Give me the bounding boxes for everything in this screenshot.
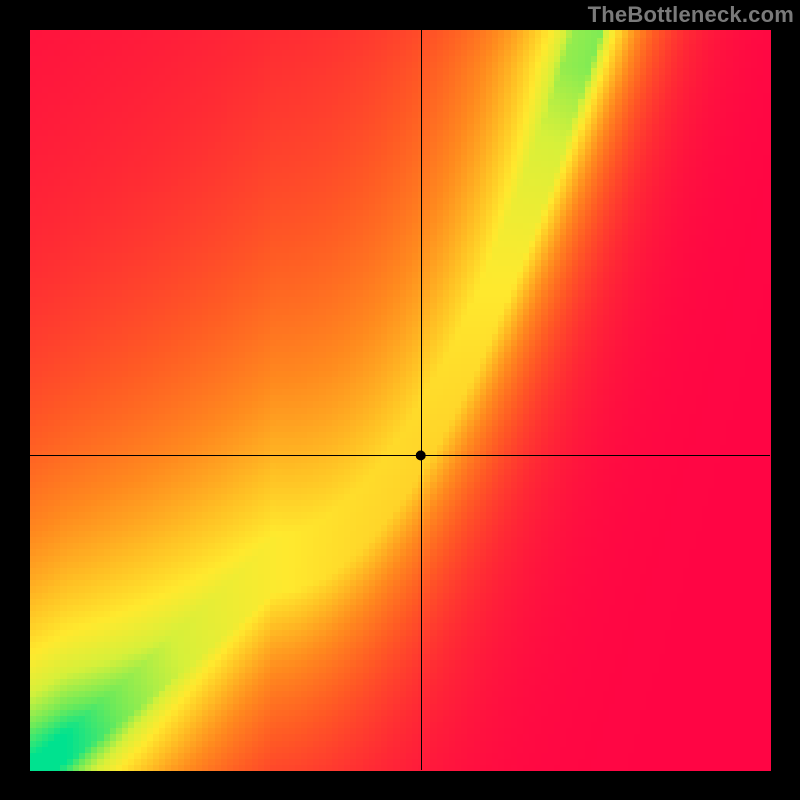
bottleneck-heatmap-canvas xyxy=(0,0,800,800)
watermark-text: TheBottleneck.com xyxy=(588,0,800,28)
